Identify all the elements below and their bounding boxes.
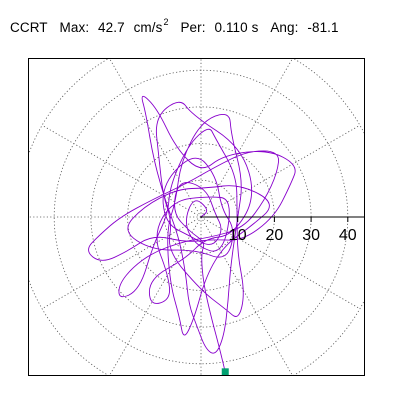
max-point-marker xyxy=(221,368,229,375)
max-unit: cm/s xyxy=(133,20,163,35)
angle-label: Ang: xyxy=(270,20,299,35)
chart-header: CCRT Max: 42.7 cm/s2 Per: 0.110 s Ang: -… xyxy=(10,17,339,39)
polar-plot: 10 20 30 40 xyxy=(29,59,364,375)
acceleration-trace xyxy=(88,95,296,372)
period-label: Per: xyxy=(180,20,206,35)
x-tick-label: 20 xyxy=(266,227,284,244)
max-label: Max: xyxy=(59,20,90,35)
x-tick-label: 30 xyxy=(302,227,320,244)
angle-value: -81.1 xyxy=(307,20,339,35)
x-tick-label: 10 xyxy=(229,227,247,244)
polar-plot-frame: 10 20 30 40 xyxy=(28,58,365,376)
x-tick-label: 40 xyxy=(339,227,357,244)
record-label: CCRT xyxy=(10,20,48,35)
grid-spoke xyxy=(200,59,293,218)
grid-spoke xyxy=(109,59,202,218)
max-value: 42.7 xyxy=(98,20,125,35)
max-unit-exponent: 2 xyxy=(163,17,169,27)
grid-spoke xyxy=(200,124,361,218)
grid-spoke xyxy=(41,124,202,218)
period-value: 0.110 s xyxy=(214,20,259,35)
